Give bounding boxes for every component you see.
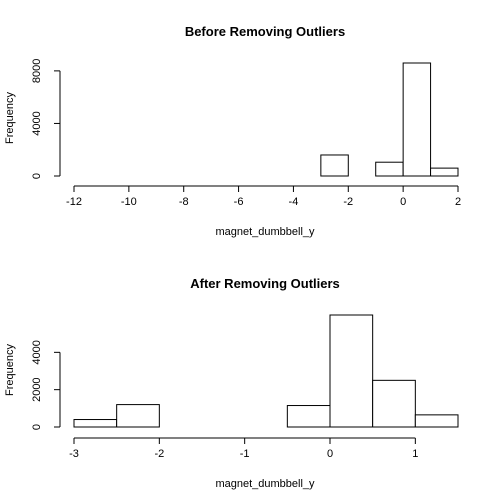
x-axis-after: -3 -2 -1 0 1: [69, 438, 418, 460]
x-tick-label: 0: [400, 196, 406, 208]
x-tick-label: -4: [289, 196, 299, 208]
y-tick-label: 0: [31, 173, 43, 179]
histogram-bar: [403, 63, 430, 176]
bars-before: [321, 63, 458, 176]
x-tick-label: -3: [69, 448, 79, 460]
histogram-bar: [415, 415, 458, 427]
x-tick-label: -6: [234, 196, 244, 208]
y-axis-after: 0 2000 4000: [31, 340, 60, 430]
x-tick-label: -8: [179, 196, 189, 208]
chart-title-after: After Removing Outliers: [190, 276, 340, 291]
histogram-bar: [373, 380, 416, 427]
x-axis-before: -12 -10 -8 -6 -4 -2 0 2: [66, 186, 461, 208]
x-tick-label: -10: [121, 196, 137, 208]
histogram-after-panel: After Removing Outliers magnet_dumbbell_…: [4, 276, 458, 490]
x-tick-label: -2: [343, 196, 353, 208]
chart-title-before: Before Removing Outliers: [185, 24, 345, 39]
histogram-bar: [330, 315, 373, 427]
x-tick-label: -12: [66, 196, 82, 208]
y-tick-label: 8000: [31, 59, 43, 83]
x-tick-label: 2: [455, 196, 461, 208]
x-tick-label: 0: [327, 448, 333, 460]
histogram-bar: [117, 405, 160, 427]
y-tick-label: 4000: [31, 340, 43, 364]
histogram-bar: [376, 162, 403, 176]
y-axis-label-after: Frequency: [4, 344, 16, 396]
x-tick-label: 1: [412, 448, 418, 460]
histogram-bar: [431, 168, 458, 176]
x-tick-label: -2: [154, 448, 164, 460]
x-tick-label: -1: [240, 448, 250, 460]
histogram-before-panel: Before Removing Outliers magnet_dumbbell…: [4, 24, 461, 238]
histogram-bar: [74, 420, 117, 427]
x-axis-label-before: magnet_dumbbell_y: [215, 226, 315, 238]
bars-after: [74, 315, 458, 427]
y-axis-before: 0 4000 8000: [31, 59, 60, 179]
x-axis-label-after: magnet_dumbbell_y: [215, 478, 315, 490]
y-tick-label: 2000: [31, 377, 43, 401]
y-tick-label: 4000: [31, 111, 43, 135]
y-tick-label: 0: [31, 424, 43, 430]
histogram-bar: [287, 406, 330, 427]
histogram-bar: [321, 155, 348, 176]
y-axis-label-before: Frequency: [4, 92, 16, 144]
